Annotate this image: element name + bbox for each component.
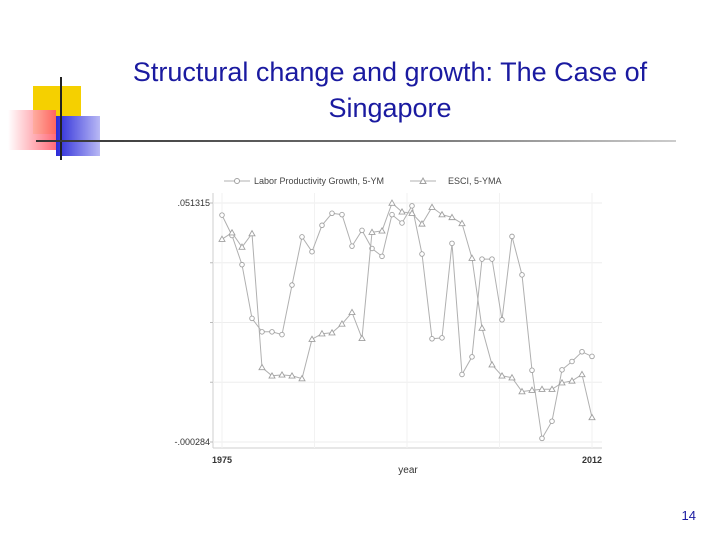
point-s0-1975 — [219, 212, 225, 218]
point-s0-2003 — [499, 317, 505, 323]
decor-title-underline — [36, 140, 676, 142]
point-s0-1998 — [449, 240, 455, 247]
point-s0-2011 — [579, 349, 585, 355]
point-s1-1987 — [338, 320, 346, 327]
legend-marker-triangle — [419, 176, 427, 184]
point-s0-1984 — [309, 248, 315, 255]
point-s1-1988 — [348, 308, 356, 316]
point-s1-1979 — [258, 363, 266, 371]
point-s1-1998 — [448, 213, 456, 221]
point-s0-2001 — [479, 256, 485, 262]
legend-label-lpg: Labor Productivity Growth, 5-YM — [254, 176, 384, 186]
point-s1-1977 — [238, 243, 246, 250]
point-s0-2004 — [509, 233, 515, 240]
point-s1-1999 — [458, 219, 466, 227]
point-s0-2006 — [529, 367, 535, 374]
point-s0-1986 — [329, 210, 335, 217]
point-s1-2012 — [588, 413, 596, 421]
line-chart: Labor Productivity Growth, 5-YM ESCI, 5-… — [174, 176, 602, 476]
decor-blue-square — [56, 116, 100, 156]
point-s0-1988 — [349, 243, 355, 249]
point-s1-1994 — [408, 209, 416, 216]
point-s0-1982 — [289, 282, 295, 288]
point-s0-1981 — [279, 331, 285, 338]
point-s0-2002 — [489, 256, 495, 262]
point-s0-1979 — [259, 329, 265, 335]
series-layer — [218, 199, 596, 442]
point-s1-2004 — [508, 373, 516, 381]
series-0 — [219, 203, 595, 442]
point-s1-2002 — [488, 360, 496, 368]
point-s0-1977 — [239, 261, 245, 268]
point-s1-1981 — [278, 371, 286, 378]
point-s1-2007 — [538, 385, 546, 392]
point-s0-1980 — [269, 329, 275, 335]
point-s1-2006 — [528, 386, 536, 393]
point-s0-1993 — [399, 220, 405, 226]
point-s1-1992 — [388, 199, 396, 206]
point-s1-1989 — [358, 334, 366, 341]
point-s1-1995 — [418, 220, 426, 227]
page-number: 14 — [681, 508, 696, 523]
legend-marker-circle — [234, 178, 240, 184]
point-s0-1992 — [389, 211, 395, 218]
point-s0-2005 — [519, 272, 525, 278]
point-s1-1980 — [268, 371, 276, 379]
point-s1-2011 — [578, 370, 586, 378]
series-line-0 — [221, 204, 593, 440]
point-s0-1985 — [319, 222, 325, 229]
point-s0-2009 — [559, 367, 565, 373]
point-s0-1978 — [249, 315, 255, 322]
point-s1-1986 — [328, 328, 336, 336]
point-s1-1982 — [288, 371, 296, 379]
point-s1-2001 — [478, 324, 486, 331]
point-s0-2000 — [469, 354, 475, 360]
point-s0-1995 — [419, 251, 425, 257]
y-tick-label-top: .051315 — [177, 198, 210, 208]
point-s0-1999 — [459, 371, 465, 378]
x-tick-label-end: 2012 — [582, 455, 602, 465]
point-s1-2003 — [498, 371, 506, 379]
point-s1-1975 — [218, 235, 226, 242]
point-s1-1996 — [428, 203, 436, 210]
point-s1-2000 — [468, 254, 476, 261]
point-s1-1993 — [398, 207, 406, 215]
point-s1-1976 — [228, 228, 236, 236]
point-s0-2007 — [539, 435, 545, 442]
point-s0-1996 — [429, 336, 435, 342]
point-s0-2008 — [549, 418, 555, 424]
y-tick-label-bottom: -.000284 — [174, 437, 210, 447]
point-s0-1989 — [359, 227, 365, 234]
decor-red-gradient — [8, 110, 56, 150]
legend: Labor Productivity Growth, 5-YM ESCI, 5-… — [224, 176, 502, 186]
point-s1-2010 — [568, 377, 576, 384]
point-s1-2008 — [548, 385, 556, 392]
point-s0-1997 — [439, 335, 445, 341]
point-s1-1983 — [298, 374, 306, 382]
point-s1-1991 — [378, 226, 386, 234]
point-s1-2009 — [558, 378, 566, 386]
point-s1-1978 — [248, 229, 256, 237]
point-s0-1987 — [339, 211, 345, 218]
x-axis-label: year — [398, 465, 418, 476]
x-tick-label-start: 1975 — [212, 455, 232, 465]
point-s0-1994 — [409, 203, 415, 209]
point-s0-2012 — [589, 353, 595, 360]
point-s0-1991 — [379, 253, 385, 260]
point-s0-1983 — [299, 234, 305, 240]
grid — [210, 193, 602, 448]
slide-title: Structural change and growth: The Case o… — [132, 57, 648, 123]
legend-label-esci: ESCI, 5-YMA — [448, 176, 502, 186]
point-s1-1984 — [308, 335, 316, 342]
point-s1-1990 — [368, 228, 376, 235]
series-1 — [218, 199, 596, 421]
point-s1-1997 — [438, 210, 446, 218]
decor-vertical-line — [60, 77, 62, 160]
point-s1-1985 — [318, 329, 326, 337]
point-s0-2010 — [569, 358, 575, 365]
point-s1-2005 — [518, 387, 526, 395]
